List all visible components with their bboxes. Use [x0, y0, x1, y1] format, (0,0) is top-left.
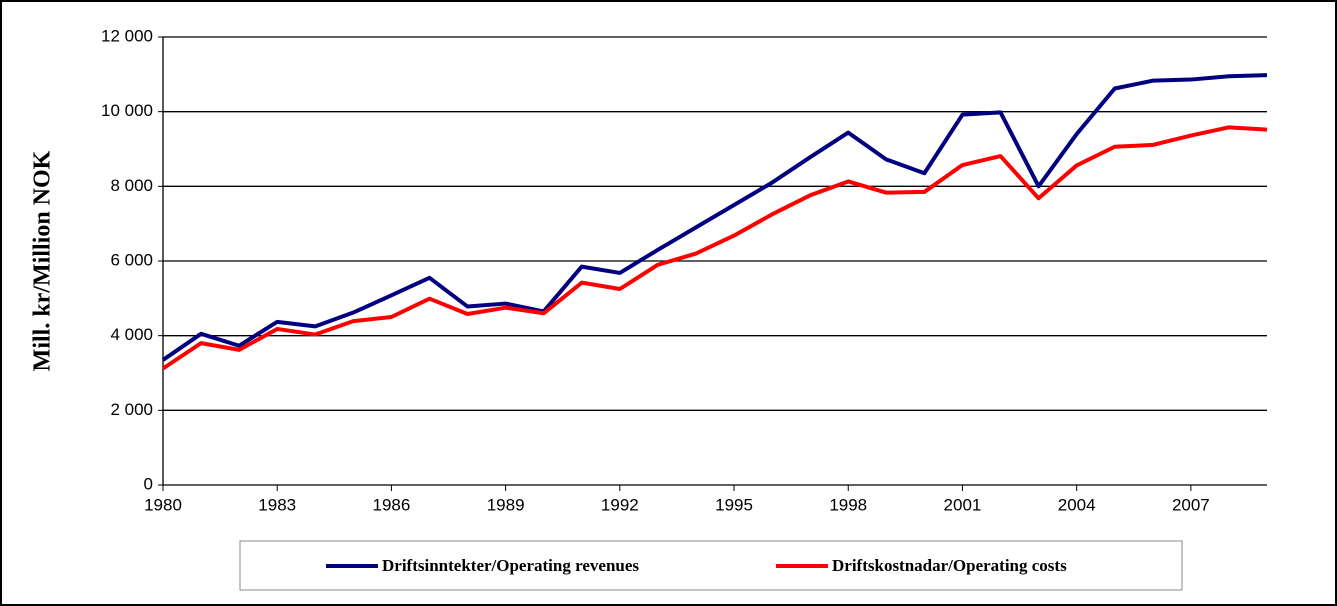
x-tick-label: 1986 [372, 495, 410, 514]
x-tick-label: 1998 [829, 495, 867, 514]
y-tick-label: 12 000 [101, 26, 153, 45]
x-tick-label: 1992 [601, 495, 639, 514]
legend-box [239, 540, 1183, 591]
x-tick-label: 1980 [144, 495, 182, 514]
y-tick-label: 8 000 [110, 176, 153, 195]
y-tick-label: 6 000 [110, 250, 153, 269]
x-tick-label: 1983 [258, 495, 296, 514]
x-tick-label: 2004 [1058, 495, 1096, 514]
y-tick-label: 4 000 [110, 325, 153, 344]
y-axis-label: Mill. kr/Million NOK [30, 150, 56, 371]
x-tick-label: 2001 [944, 495, 982, 514]
x-tick-label: 2007 [1172, 495, 1210, 514]
legend-label: Driftsinntekter/Operating revenues [382, 556, 639, 575]
series-line [161, 125, 1268, 371]
series-line [161, 73, 1268, 362]
x-tick-label: 1995 [715, 495, 753, 514]
y-tick-label: 2 000 [110, 400, 153, 419]
x-tick-label: 1989 [487, 495, 525, 514]
legend-label: Driftskostnadar/Operating costs [832, 556, 1067, 575]
y-tick-label: 10 000 [101, 101, 153, 120]
y-tick-label: 0 [144, 474, 153, 493]
